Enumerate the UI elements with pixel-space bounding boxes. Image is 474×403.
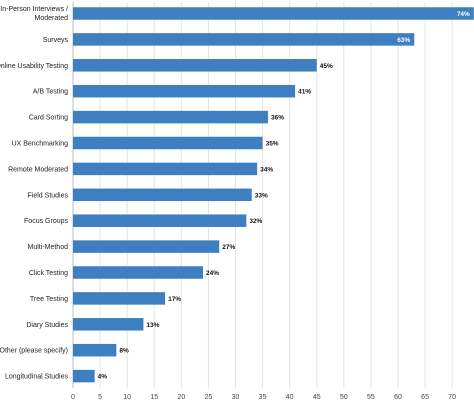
- bar: [73, 188, 252, 202]
- data-label: 45%: [320, 63, 333, 70]
- category-label: Other (please specify): [0, 348, 68, 355]
- bar: [73, 7, 474, 20]
- category-label: Longitudinal Studies: [5, 374, 69, 381]
- bar: [73, 110, 268, 124]
- x-tick-label: 30: [232, 394, 240, 401]
- bar: [73, 240, 220, 253]
- data-label: 8%: [119, 348, 129, 355]
- x-tick-label: 45: [313, 394, 321, 401]
- bar: [73, 162, 258, 176]
- x-tick-label: 5: [98, 394, 102, 401]
- data-label: 32%: [249, 218, 262, 225]
- x-tick-label: 0: [71, 394, 75, 401]
- x-tick-label: 70: [448, 394, 456, 401]
- x-tick-label: 50: [340, 394, 348, 401]
- data-label: 27%: [222, 244, 235, 251]
- bar: [73, 318, 144, 331]
- data-label: 36%: [271, 115, 284, 122]
- category-label: Remote Moderated: [8, 166, 68, 173]
- data-label: 33%: [255, 192, 268, 199]
- category-label: Multi-Method: [28, 244, 69, 251]
- data-label: 4%: [98, 374, 108, 381]
- x-tick-label: 65: [421, 394, 429, 401]
- category-label: UX Benchmarking: [12, 141, 69, 148]
- bar: [73, 343, 117, 357]
- x-tick-label: 20: [177, 394, 185, 401]
- bar: [73, 33, 415, 46]
- data-label: 63%: [397, 37, 410, 44]
- category-label: Diary Studies: [26, 322, 68, 329]
- x-tick-label: 15: [150, 394, 158, 401]
- bar: [73, 266, 203, 279]
- category-label: Field Studies: [28, 192, 69, 199]
- category-label: Tree Testing: [30, 296, 68, 303]
- bar: [73, 369, 95, 383]
- bar: [73, 214, 247, 227]
- data-label: 74%: [457, 11, 470, 18]
- category-label: Click Testing: [29, 270, 68, 277]
- category-label: Card Sorting: [29, 115, 68, 122]
- category-label: In-Person Interviews / Moderated: [0, 6, 68, 22]
- x-tick-label: 60: [394, 394, 402, 401]
- bar: [73, 59, 317, 72]
- data-label: 34%: [260, 166, 273, 173]
- x-tick-label: 35: [259, 394, 267, 401]
- data-label: 41%: [298, 89, 311, 96]
- x-tick-label: 10: [123, 394, 131, 401]
- bar: [73, 136, 263, 150]
- category-label: A/B Testing: [33, 89, 68, 96]
- x-tick-label: 25: [205, 394, 213, 401]
- category-label: Online Usability Testing: [0, 63, 68, 70]
- x-tick-label: 40: [286, 394, 294, 401]
- data-label: 35%: [266, 141, 279, 148]
- data-label: 24%: [206, 270, 219, 277]
- category-label: Surveys: [43, 37, 69, 44]
- x-tick-label: 55: [367, 394, 375, 401]
- category-label: Focus Groups: [24, 218, 68, 225]
- bar: [73, 84, 296, 98]
- data-label: 13%: [146, 322, 159, 329]
- data-label: 17%: [168, 296, 181, 303]
- bar: [73, 292, 166, 305]
